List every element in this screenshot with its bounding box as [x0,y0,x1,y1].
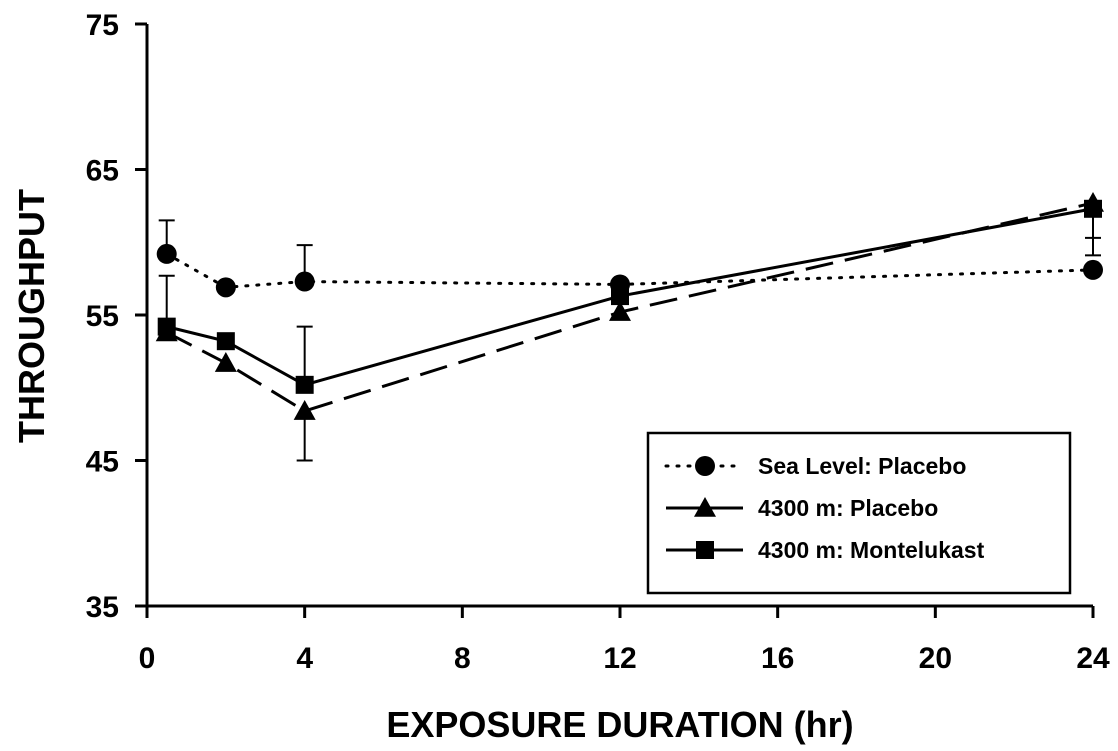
y-tick-label: 75 [86,9,119,42]
y-tick-label: 65 [86,155,119,188]
legend-label: 4300 m: Montelukast [758,537,985,563]
series-line [166,201,1094,413]
data-point [609,301,631,321]
data-point [215,277,236,298]
series-2 [155,191,1104,462]
x-tick-label: 4 [296,642,313,675]
legend-label: 4300 m: Placebo [758,495,938,521]
x-tick-label: 24 [1076,642,1110,675]
y-tick-label: 35 [86,591,119,624]
data-point [1084,199,1102,218]
legend-item: 4300 m: Montelukast [666,537,985,563]
legend-marker [694,497,716,517]
x-tick-label: 16 [761,642,794,675]
legend-item: 4300 m: Placebo [666,495,938,521]
legend-marker [696,541,714,559]
legend: Sea Level: Placebo 4300 m: Placebo 4300 m:… [646,431,1072,595]
legend-item: Sea Level: Placebo [664,453,966,479]
y-tick-label: 45 [86,446,119,479]
data-point [216,332,235,351]
data-point [1083,259,1103,280]
x-tick-label: 8 [454,642,471,675]
x-tick-label: 12 [603,642,636,675]
x-tick-label: 0 [139,642,156,675]
legend-marker [695,456,715,476]
y-axis-title: THROUGHPUT [11,189,52,443]
legend-box [646,431,1072,595]
data-point [157,317,176,336]
x-tick-label: 20 [919,642,952,675]
data-point [294,271,315,292]
data-point [214,352,237,372]
series-3 [157,199,1102,394]
data-point [611,287,629,306]
data-point [293,400,316,420]
legend-label: Sea Level: Placebo [758,453,966,479]
series-line [165,252,1095,289]
x-axis-title: EXPOSURE DURATION (hr) [386,704,853,745]
data-point [156,243,177,264]
y-tick-label: 55 [86,300,119,333]
data-point [295,375,314,394]
